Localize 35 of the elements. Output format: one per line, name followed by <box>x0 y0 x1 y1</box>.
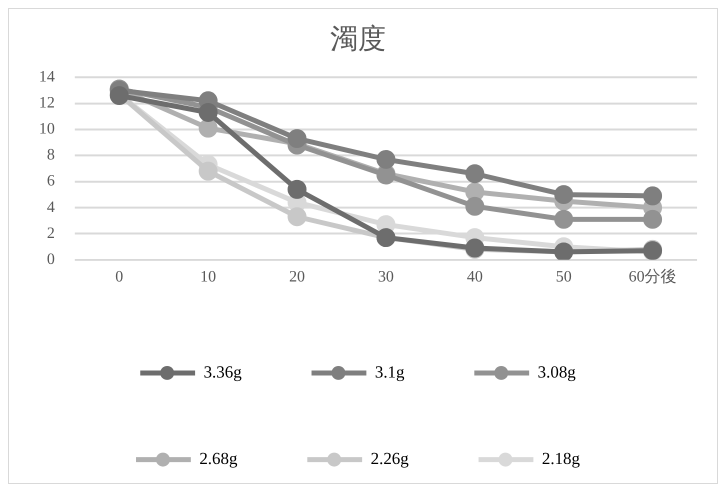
point <box>198 103 218 122</box>
legend-label: 3.08g <box>538 362 576 382</box>
y-tick-label: 10 <box>38 120 55 138</box>
legend-label: 3.36g <box>204 362 242 382</box>
x-tick-label: 10 <box>200 268 216 286</box>
point <box>288 129 307 148</box>
y-tick-label: 6 <box>46 172 55 190</box>
point <box>643 210 662 229</box>
legend-label: 2.68g <box>199 449 238 468</box>
point <box>465 196 484 216</box>
point <box>376 150 396 169</box>
y-tick-label: 4 <box>46 198 55 216</box>
x-tick-label: 50 <box>556 268 572 286</box>
legend-label: 2.18g <box>542 449 581 468</box>
point <box>554 185 574 204</box>
point <box>288 180 307 199</box>
legend-label: 3.1g <box>374 362 406 382</box>
y-tick-label: 0 <box>46 250 55 268</box>
point <box>288 207 307 226</box>
chart-title: 濁度 <box>330 24 386 55</box>
y-tick-label: 14 <box>38 68 55 86</box>
y-tick-label: 12 <box>38 94 55 112</box>
point <box>643 186 662 206</box>
point <box>198 162 218 181</box>
point <box>198 118 218 138</box>
x-tick-label: 30 <box>378 268 394 286</box>
y-tick-label: 2 <box>46 224 55 242</box>
point <box>554 210 574 229</box>
point <box>465 164 484 184</box>
x-tick-label: 60分後 <box>628 267 677 286</box>
x-tick-label: 0 <box>115 268 124 286</box>
x-tick-label: 20 <box>289 268 306 286</box>
x-tick-label: 40 <box>466 268 483 286</box>
y-tick-label: 8 <box>46 146 55 164</box>
legend-label: 2.26g <box>370 449 410 468</box>
